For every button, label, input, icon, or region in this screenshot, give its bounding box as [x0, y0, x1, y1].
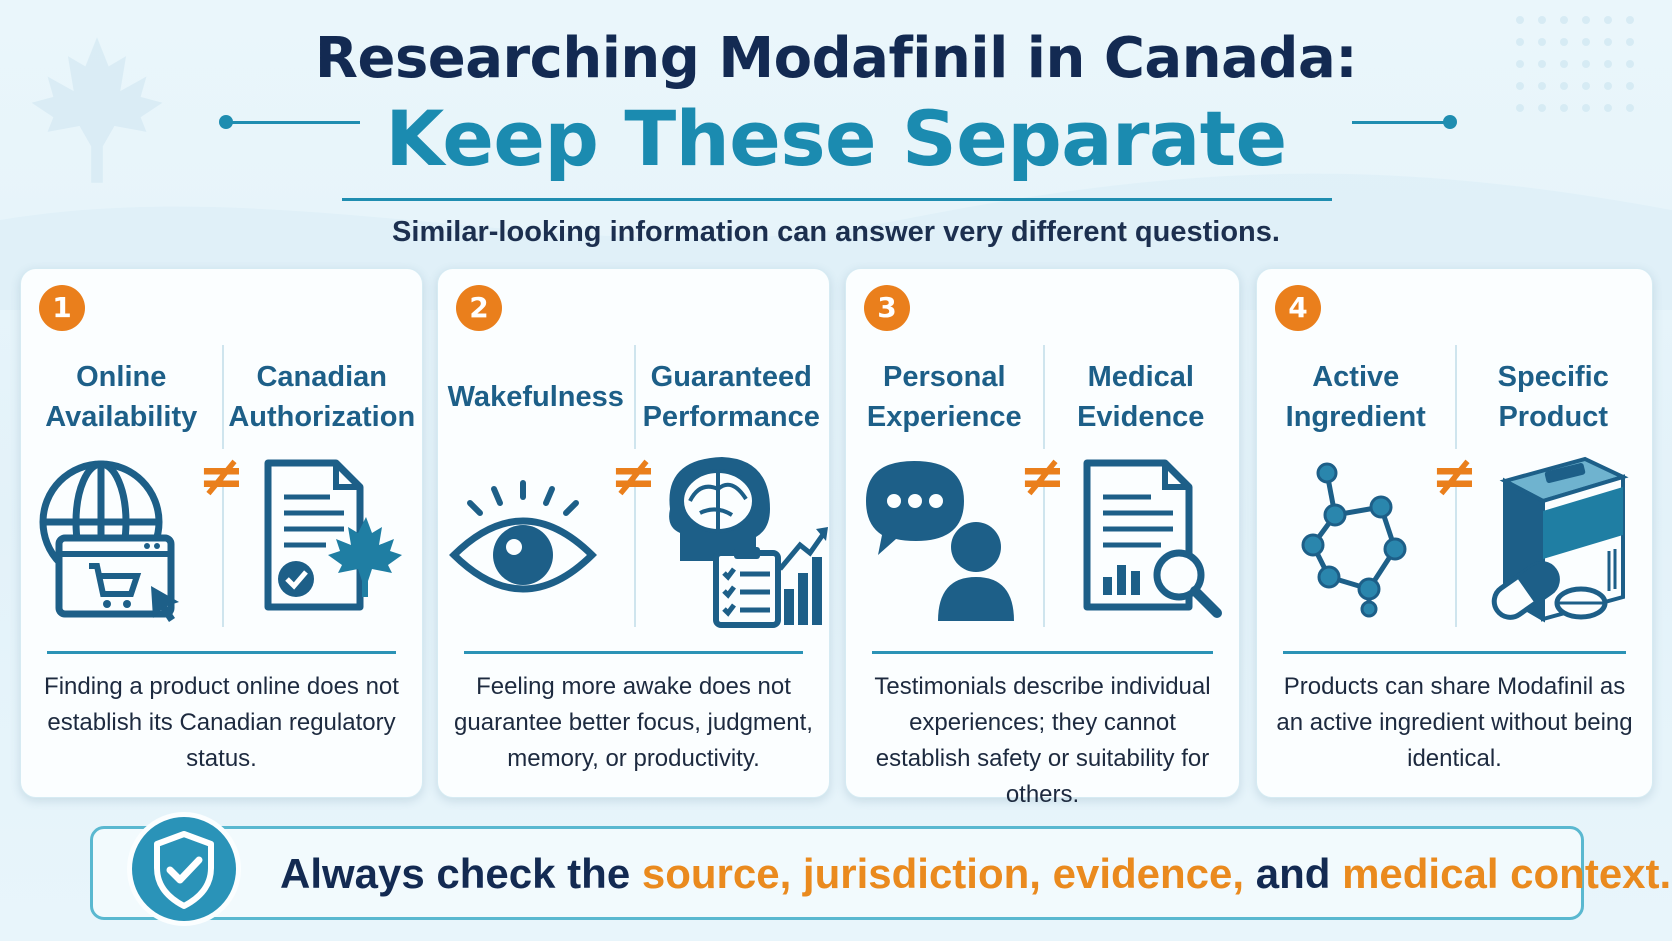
maple-leaf-watermark-icon	[31, 37, 163, 183]
card-description: Feeling more awake does not guarantee be…	[454, 673, 813, 772]
left-heading: Active Ingredient	[1285, 361, 1426, 433]
card-number-badge: 1	[39, 285, 85, 331]
column-divider	[633, 477, 636, 627]
left-heading: Wakefulness	[447, 381, 624, 413]
card-divider	[47, 651, 396, 654]
column-divider	[1042, 477, 1045, 627]
medicine-box-pills-icon	[1491, 456, 1629, 623]
document-maple-leaf-icon	[264, 459, 402, 611]
card-divider	[1283, 651, 1626, 654]
column-divider	[221, 345, 224, 449]
right-heading: Medical Evidence	[1077, 361, 1205, 433]
comparison-card-1: 1 Online Availability Canadian Authoriza…	[20, 268, 423, 798]
call-to-action-banner	[90, 826, 1584, 920]
right-heading: Specific Product	[1497, 361, 1609, 433]
left-heading: Online Availability	[45, 361, 198, 433]
comparison-card-4: 4 Active Ingredient Specific Product ≠	[1256, 268, 1653, 798]
right-heading: Canadian Authorization	[228, 361, 416, 433]
column-divider	[633, 345, 636, 449]
globe-shopping-cart-icon	[39, 460, 179, 622]
card-description: Finding a product online does not establ…	[44, 673, 399, 772]
dot-pattern-decoration	[1516, 16, 1634, 112]
brain-checklist-chart-icon	[669, 457, 828, 628]
cta-term-source: source,	[641, 850, 792, 897]
report-magnifier-icon	[1083, 459, 1222, 618]
title-underline	[342, 198, 1332, 201]
card-number-badge: 2	[456, 285, 502, 331]
comparison-card-3: 3 Personal Experience Medical Evidence ≠…	[845, 268, 1240, 808]
page-title: Researching Modafinil in Canada:	[314, 26, 1358, 91]
right-heading: Guaranteed Performance	[642, 361, 820, 433]
comparison-card-2: 2 Wakefulness Guaranteed Performance ≠	[437, 268, 830, 798]
tagline: Similar-looking information can answer v…	[392, 216, 1280, 248]
card-divider	[464, 651, 803, 654]
not-equal-sign: ≠	[198, 444, 245, 509]
speech-bubble-person-icon	[866, 461, 1014, 621]
title-right-dot	[1443, 115, 1457, 129]
card-number-badge: 4	[1275, 285, 1321, 331]
call-to-action-text: Always check the source, jurisdiction, e…	[280, 846, 1671, 902]
column-divider	[1454, 477, 1457, 627]
cta-conjunction: and	[1255, 850, 1331, 897]
title-left-rule	[228, 121, 360, 124]
left-heading: Personal Experience	[866, 361, 1022, 433]
card-description: Products can share Modafinil as an activ…	[1276, 673, 1633, 772]
page-subtitle: Keep These Separate	[385, 94, 1287, 183]
title-right-rule	[1352, 121, 1452, 124]
cta-term-evidence: evidence,	[1052, 850, 1245, 897]
column-divider	[221, 477, 224, 627]
not-equal-sign: ≠	[610, 444, 657, 509]
column-divider	[1454, 345, 1457, 449]
molecule-icon	[1301, 462, 1407, 618]
title-left-dot	[219, 115, 233, 129]
cta-term-jurisdiction: jurisdiction,	[802, 850, 1041, 897]
shield-check-icon	[127, 812, 241, 926]
not-equal-sign: ≠	[1431, 444, 1478, 509]
card-number-badge: 3	[864, 285, 910, 331]
eye-icon	[449, 480, 597, 593]
not-equal-sign: ≠	[1019, 444, 1066, 509]
card-divider	[872, 651, 1213, 654]
cta-term-medical-context: medical context.	[1342, 850, 1672, 897]
card-description: Testimonials describe individual experie…	[874, 673, 1211, 808]
column-divider	[1042, 345, 1045, 449]
cta-prefix: Always check the	[280, 850, 631, 897]
